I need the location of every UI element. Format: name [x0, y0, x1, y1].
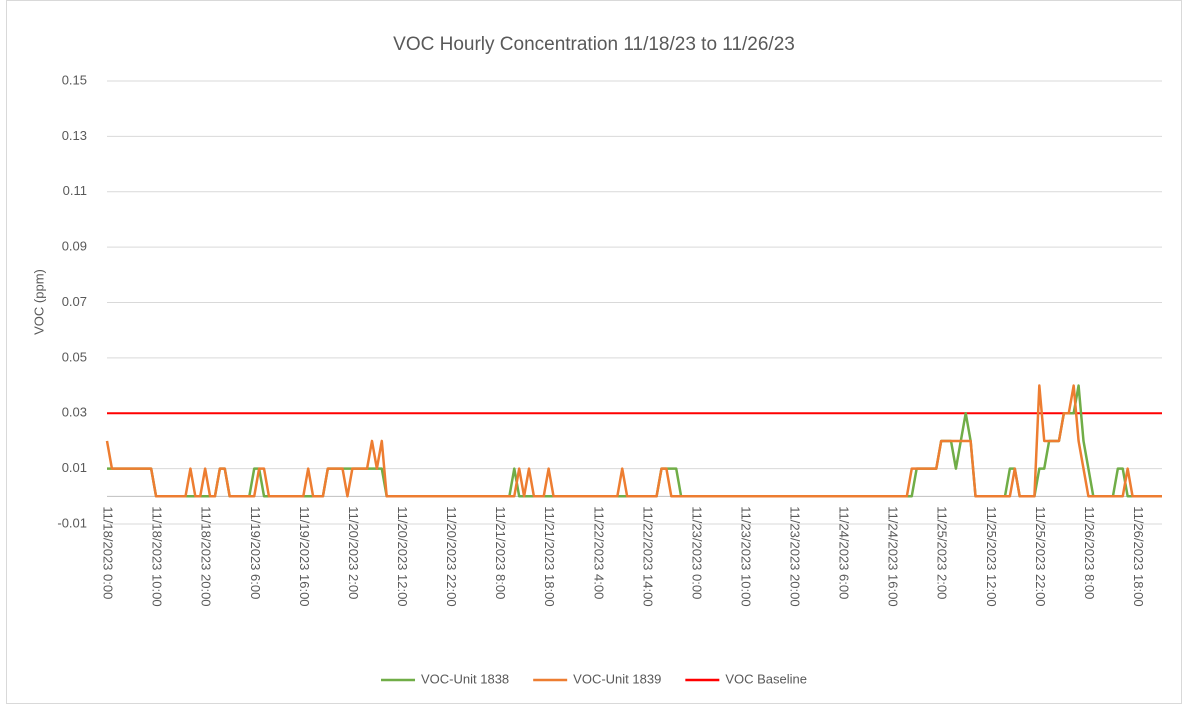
- x-tick-label: 11/18/2023 10:00: [150, 506, 165, 606]
- y-tick-label: 0.05: [62, 349, 87, 364]
- x-tick-label: 11/20/2023 2:00: [346, 506, 361, 599]
- x-tick-label: 11/23/2023 20:00: [788, 506, 803, 606]
- y-tick-label: 0.01: [62, 460, 87, 475]
- x-tick-label: 11/19/2023 16:00: [297, 506, 312, 606]
- x-tick-label: 11/18/2023 20:00: [199, 506, 214, 606]
- chart-title: VOC Hourly Concentration 11/18/23 to 11/…: [393, 34, 795, 55]
- x-tick-label: 11/25/2023 2:00: [935, 506, 950, 599]
- y-tick-label: 0.11: [63, 183, 87, 198]
- x-tick-label: 11/21/2023 18:00: [542, 506, 557, 606]
- legend-label: VOC-Unit 1839: [573, 671, 661, 686]
- series-line: [105, 384, 1162, 498]
- x-tick-label: 11/23/2023 10:00: [738, 506, 753, 606]
- y-tick-label: 0.03: [62, 405, 87, 420]
- y-tick-label: -0.01: [57, 515, 87, 530]
- x-tick-label: 11/20/2023 22:00: [444, 506, 459, 606]
- y-tick-label: 0.09: [62, 239, 87, 254]
- x-tick-label: 11/25/2023 22:00: [1033, 506, 1048, 606]
- y-tick-label: 0.15: [62, 72, 87, 87]
- x-tick-label: 11/24/2023 6:00: [837, 506, 852, 599]
- x-tick-label: 11/19/2023 6:00: [248, 506, 263, 599]
- x-tick-label: 11/18/2023 0:00: [101, 506, 116, 599]
- x-tick-label: 11/24/2023 16:00: [886, 506, 901, 606]
- x-tick-label: 11/23/2023 0:00: [689, 506, 704, 599]
- legend-label: VOC Baseline: [725, 671, 807, 686]
- y-tick-label: 0.13: [62, 128, 87, 143]
- x-tick-label: 11/26/2023 8:00: [1082, 506, 1097, 599]
- x-tick-label: 11/22/2023 4:00: [591, 506, 606, 599]
- x-tick-label: 11/25/2023 12:00: [984, 506, 999, 606]
- y-axis-label: VOC (ppm): [31, 269, 46, 335]
- x-tick-label: 11/26/2023 18:00: [1131, 506, 1146, 606]
- x-tick-label: 11/22/2023 14:00: [640, 506, 655, 606]
- x-tick-label: 11/21/2023 8:00: [493, 506, 508, 599]
- x-tick-label: 11/20/2023 12:00: [395, 506, 410, 606]
- y-tick-label: 0.07: [62, 294, 87, 309]
- legend-label: VOC-Unit 1838: [421, 671, 509, 686]
- chart-border: [6, 0, 1182, 704]
